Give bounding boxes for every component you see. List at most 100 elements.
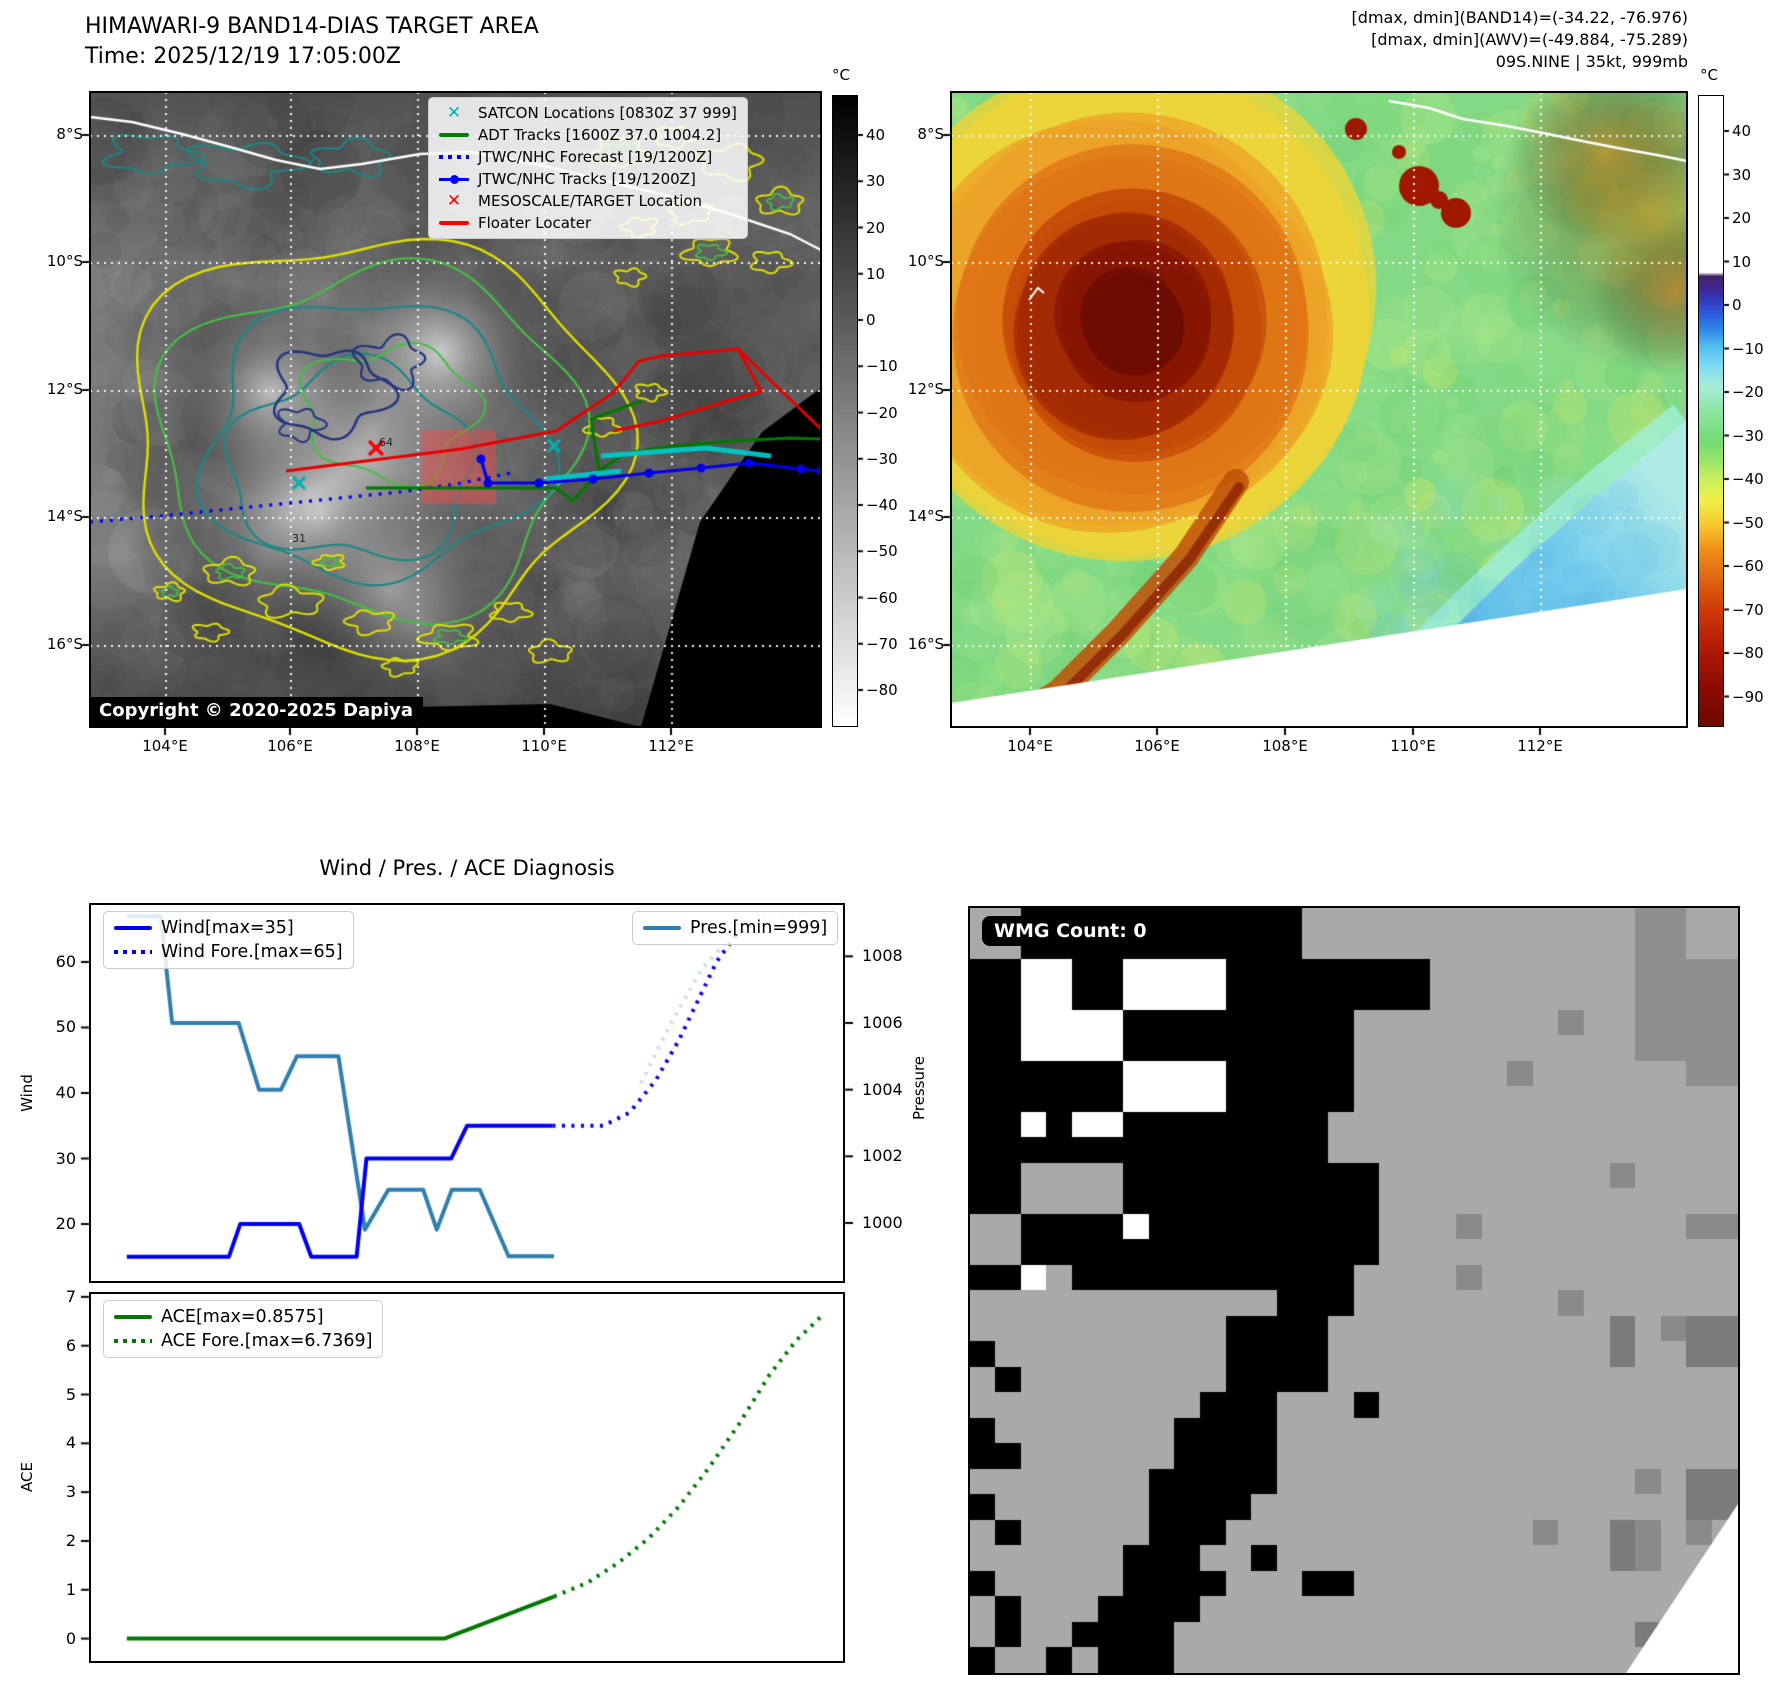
band14-map-legend: ✕ SATCON Locations [0830Z 37 999] ADT Trac…: [428, 97, 748, 239]
legend-item: ADT Tracks [1600Z 37.0 1004.2]: [439, 126, 737, 144]
awv-colorbar-tick-label: −70: [1732, 600, 1764, 619]
legend-item-label: Wind Fore.[max=65]: [161, 942, 343, 962]
pressure-tick-label: 1008: [862, 946, 903, 966]
wind-legend: Wind[max=35] Wind Fore.[max=65]: [103, 911, 354, 969]
pressure-tick-label: 1002: [862, 1146, 903, 1166]
legend-item-label: Floater Locater: [478, 214, 592, 232]
page-title: HIMAWARI-9 BAND14-DIAS TARGET AREA: [85, 14, 539, 39]
band14-lat-tick-label: 12°S: [46, 380, 83, 398]
band14-lon-tick-label: 106°E: [267, 737, 313, 755]
legend-item: Wind[max=35]: [114, 918, 343, 938]
ace-tick-label: 1: [65, 1579, 76, 1599]
info-line-awv: [dmax, dmin](AWV)=(-49.884, -75.289): [1371, 30, 1688, 49]
wind-tick-label: 50: [55, 1017, 76, 1037]
awv-colorbar-tick-label: 30: [1732, 165, 1752, 184]
band14-lat-tick-label: 10°S: [46, 252, 83, 270]
awv-colorbar-tick-label: −80: [1732, 644, 1764, 662]
ace-tick-label: 7: [65, 1286, 76, 1306]
awv-lon-tick-label: 104°E: [1007, 737, 1053, 755]
awv-lat-tick-label: 14°S: [907, 507, 944, 525]
legend-item: Floater Locater: [439, 214, 737, 232]
dotted-line-icon: [114, 950, 152, 954]
band14-colorbar-tick-label: −70: [866, 634, 898, 653]
awv-colorbar-tick-label: −60: [1732, 557, 1764, 575]
legend-item: ACE Fore.[max=6.7369]: [114, 1331, 372, 1351]
band14-colorbar-tick-label: −30: [866, 449, 898, 468]
line-icon: [439, 220, 469, 226]
awv-colorbar-tick-label: −90: [1732, 687, 1764, 706]
awv-lon-tick-label: 112°E: [1517, 737, 1563, 755]
pressure-axis-label: Pressure: [910, 1055, 928, 1121]
time-label: Time: 2025/12/19 17:05:00Z: [85, 44, 401, 69]
band14-colorbar-unit: °C: [832, 66, 850, 84]
storm-id-label: 09S.NINE | 35kt, 999mb: [1495, 52, 1688, 71]
legend-item: ACE[max=0.8575]: [114, 1307, 372, 1327]
wind-tick-label: 40: [55, 1083, 76, 1102]
ace-tick-label: 6: [65, 1335, 76, 1355]
chart-title: Wind / Pres. / ACE Diagnosis: [319, 856, 615, 880]
legend-item-label: SATCON Locations [0830Z 37 999]: [478, 104, 737, 122]
awv-lat-tick-label: 10°S: [907, 252, 944, 270]
band14-colorbar: [832, 95, 858, 727]
band14-colorbar-tick-label: −80: [866, 681, 898, 699]
x-marker-icon: ✕: [446, 102, 462, 123]
awv-colorbar-tick-label: −40: [1732, 470, 1764, 488]
ace-legend: ACE[max=0.8575] ACE Fore.[max=6.7369]: [103, 1300, 384, 1358]
awv-lat-tick-label: 8°S: [917, 125, 944, 143]
band14-colorbar-tick-label: −50: [866, 542, 898, 561]
line-dot-icon: [439, 174, 469, 185]
pressure-tick-label: 1004: [862, 1079, 903, 1099]
awv-lat-tick-label: 16°S: [907, 635, 944, 653]
awv-colorbar-tick-label: 0: [1732, 296, 1742, 314]
awv-colorbar-tick-label: −10: [1732, 339, 1764, 358]
awv-colorbar-unit: °C: [1700, 66, 1718, 84]
band14-colorbar-tick-label: 20: [866, 218, 886, 237]
legend-item: ✕ MESOSCALE/TARGET Location: [439, 192, 737, 210]
pressure-tick-label: 1000: [862, 1213, 903, 1232]
legend-item-label: MESOSCALE/TARGET Location: [478, 192, 703, 210]
line-icon: [114, 925, 152, 931]
line-icon: [114, 1314, 152, 1320]
legend-item: Pres.[min=999]: [643, 918, 827, 938]
dotted-line-icon: [114, 1339, 152, 1343]
awv-colorbar-tick-label: −20: [1732, 383, 1764, 401]
legend-item: ✕ SATCON Locations [0830Z 37 999]: [439, 104, 737, 122]
band14-colorbar-tick-label: −10: [866, 357, 898, 376]
line-icon: [439, 132, 469, 138]
awv-colorbar-tick-label: −30: [1732, 426, 1764, 445]
legend-item-label: ACE[max=0.8575]: [161, 1307, 324, 1327]
awv-colorbar: [1698, 95, 1724, 727]
band14-lon-tick-label: 112°E: [648, 737, 694, 755]
wmg-count-badge: WMG Count: 0: [982, 916, 1159, 946]
legend-item-label: ACE Fore.[max=6.7369]: [161, 1331, 373, 1351]
legend-item-label: JTWC/NHC Tracks [19/1200Z]: [478, 170, 696, 188]
contour-annotation-64: 64: [379, 436, 393, 449]
dotted-line-icon: [439, 155, 469, 159]
legend-item-label: ADT Tracks [1600Z 37.0 1004.2]: [478, 126, 722, 144]
band14-colorbar-tick-label: −40: [866, 496, 898, 514]
pressure-legend: Pres.[min=999]: [632, 911, 839, 945]
awv-colorbar-tick-label: 20: [1732, 209, 1752, 227]
legend-item: Wind Fore.[max=65]: [114, 942, 343, 962]
awv-colorbar-tick-label: 40: [1732, 122, 1752, 140]
contour-annotation-31: 31: [292, 532, 306, 545]
pressure-tick-label: 1006: [862, 1013, 903, 1032]
band14-colorbar-tick-label: 40: [866, 126, 886, 144]
awv-satellite-image: [951, 92, 1687, 727]
wind-tick-label: 60: [55, 951, 76, 971]
wind-tick-label: 20: [55, 1214, 76, 1234]
awv-lon-tick-label: 106°E: [1134, 737, 1180, 755]
legend-item-label: JTWC/NHC Forecast [19/1200Z]: [478, 148, 713, 166]
awv-lon-tick-label: 108°E: [1262, 737, 1308, 755]
band14-lat-tick-label: 8°S: [56, 125, 83, 143]
band14-colorbar-tick-label: 10: [866, 264, 886, 283]
copyright-label: Copyright © 2020-2025 Dapiya: [89, 697, 424, 724]
awv-colorbar-tick-label: 10: [1732, 252, 1752, 271]
info-line-band14: [dmax, dmin](BAND14)=(-34.22, -76.976): [1351, 8, 1688, 27]
ace-tick-label: 4: [65, 1433, 76, 1453]
wind-tick-label: 30: [55, 1148, 76, 1168]
band14-lat-tick-label: 14°S: [46, 507, 83, 525]
awv-colorbar-tick-label: −50: [1732, 513, 1764, 532]
ace-tick-label: 0: [65, 1628, 76, 1648]
